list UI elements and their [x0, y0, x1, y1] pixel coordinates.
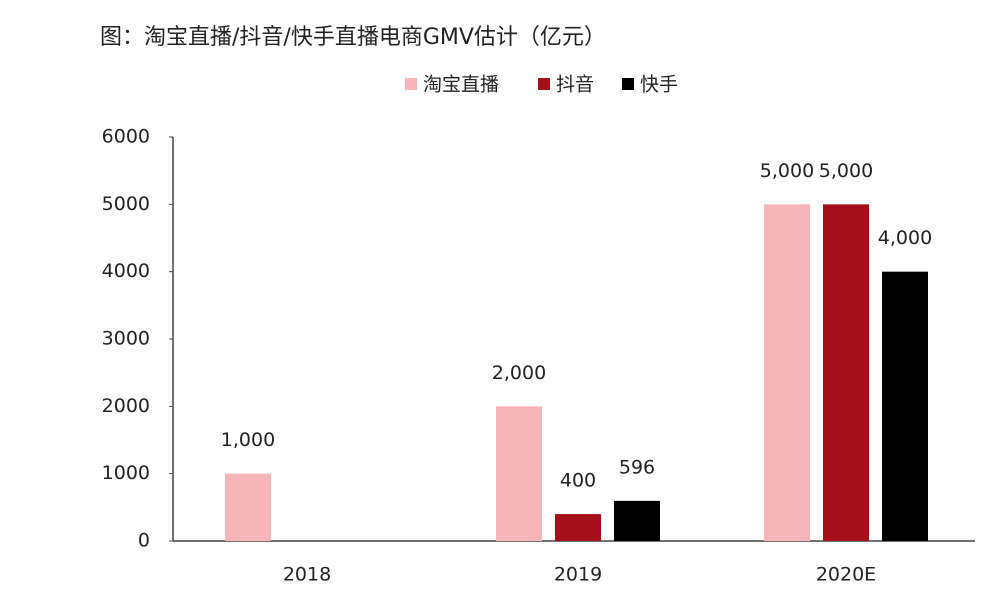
- value-label: 1,000: [221, 429, 275, 451]
- legend-label: 淘宝直播: [423, 74, 499, 96]
- value-label: 596: [619, 456, 655, 478]
- legend-label: 抖音: [556, 74, 594, 96]
- legend-label: 快手: [640, 74, 678, 96]
- legend-swatch: [405, 78, 417, 90]
- y-tick-label: 3000: [102, 328, 150, 350]
- bar: [882, 271, 928, 541]
- bar: [614, 500, 660, 541]
- y-tick-label: 2000: [102, 395, 150, 417]
- x-tick-label: 2018: [283, 564, 331, 586]
- bar: [764, 204, 810, 542]
- chart-title: 图：淘宝直播/抖音/快手直播电商GMV估计（亿元）: [100, 25, 606, 50]
- x-tick-label: 2019: [554, 564, 602, 586]
- value-label: 4,000: [878, 227, 932, 249]
- value-label: 2,000: [492, 362, 546, 384]
- legend-swatch: [622, 78, 634, 90]
- value-label: 5,000: [760, 160, 814, 182]
- y-tick-label: 4000: [102, 260, 150, 282]
- value-label: 5,000: [819, 160, 873, 182]
- legend-swatch: [538, 78, 550, 90]
- bar: [555, 514, 601, 541]
- y-tick-label: 6000: [102, 126, 150, 148]
- bar: [823, 204, 869, 542]
- value-label: 400: [560, 470, 596, 492]
- y-tick-label: 5000: [102, 193, 150, 215]
- bar: [496, 406, 542, 541]
- bar: [225, 473, 271, 541]
- y-tick-label: 0: [138, 530, 150, 552]
- y-tick-label: 1000: [102, 462, 150, 484]
- x-tick-label: 2020E: [816, 564, 876, 586]
